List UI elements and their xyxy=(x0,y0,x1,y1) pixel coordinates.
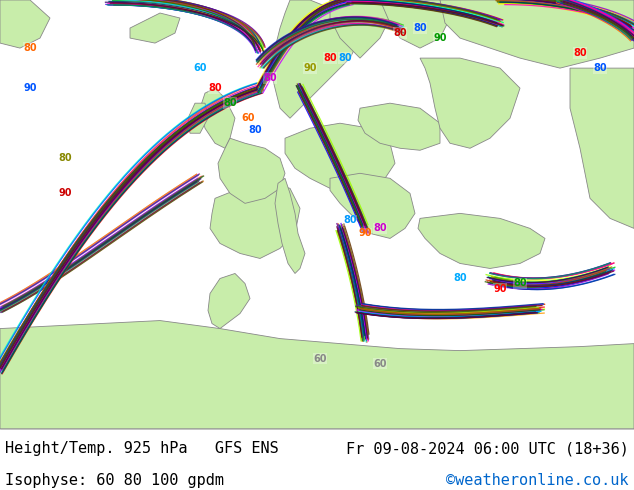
Text: 80: 80 xyxy=(373,223,387,233)
Polygon shape xyxy=(130,13,180,43)
Polygon shape xyxy=(420,58,520,148)
Text: 80: 80 xyxy=(223,98,237,108)
Text: ©weatheronline.co.uk: ©weatheronline.co.uk xyxy=(446,473,629,488)
Text: 80: 80 xyxy=(338,53,352,63)
Text: 60: 60 xyxy=(313,354,327,364)
Text: 80: 80 xyxy=(58,153,72,163)
Text: Fr 09-08-2024 06:00 UTC (18+36): Fr 09-08-2024 06:00 UTC (18+36) xyxy=(346,441,629,456)
Text: 60: 60 xyxy=(193,63,207,73)
Polygon shape xyxy=(0,0,50,48)
Polygon shape xyxy=(210,183,300,258)
Polygon shape xyxy=(330,0,390,58)
Text: 80: 80 xyxy=(573,48,587,58)
Polygon shape xyxy=(270,0,360,118)
Text: 80: 80 xyxy=(513,278,527,289)
Polygon shape xyxy=(570,68,634,228)
Text: 80: 80 xyxy=(323,53,337,63)
Polygon shape xyxy=(330,173,415,239)
Text: 90: 90 xyxy=(58,188,72,198)
Text: 80: 80 xyxy=(593,63,607,73)
Text: 60: 60 xyxy=(242,113,255,123)
Polygon shape xyxy=(358,103,440,150)
Text: 80: 80 xyxy=(208,83,222,93)
Polygon shape xyxy=(380,0,450,48)
Text: 90: 90 xyxy=(303,63,317,73)
Polygon shape xyxy=(208,273,250,329)
Text: 80: 80 xyxy=(393,28,407,38)
Text: 80: 80 xyxy=(248,125,262,135)
Text: 60: 60 xyxy=(373,359,387,368)
Polygon shape xyxy=(275,178,305,273)
Text: 80: 80 xyxy=(343,216,357,225)
Text: 90: 90 xyxy=(23,83,37,93)
Polygon shape xyxy=(218,138,285,203)
Text: 90: 90 xyxy=(493,284,507,294)
Text: 90: 90 xyxy=(433,33,447,43)
Text: 80: 80 xyxy=(413,23,427,33)
Text: 80: 80 xyxy=(23,43,37,53)
Text: 80: 80 xyxy=(263,73,277,83)
Polygon shape xyxy=(285,123,395,190)
Text: Isophyse: 60 80 100 gpdm: Isophyse: 60 80 100 gpdm xyxy=(5,473,224,488)
Text: 90: 90 xyxy=(358,228,372,239)
Polygon shape xyxy=(440,0,634,68)
Polygon shape xyxy=(200,88,235,148)
Text: Height/Temp. 925 hPa   GFS ENS: Height/Temp. 925 hPa GFS ENS xyxy=(5,441,279,456)
Polygon shape xyxy=(188,103,208,133)
Polygon shape xyxy=(0,320,634,429)
Polygon shape xyxy=(418,213,545,269)
Text: 80: 80 xyxy=(453,273,467,284)
